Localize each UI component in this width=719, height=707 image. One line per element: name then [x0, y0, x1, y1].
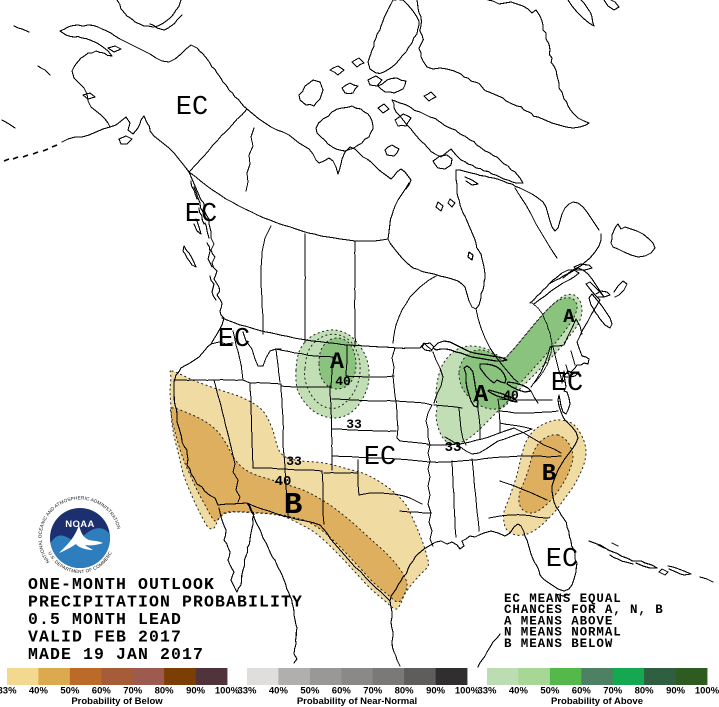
svg-text:EC: EC [185, 200, 217, 230]
svg-text:80%: 80% [395, 686, 415, 697]
svg-text:EC MEANS EQUAL: EC MEANS EQUAL [504, 592, 622, 606]
svg-text:50%: 50% [60, 686, 80, 697]
svg-text:A: A [474, 382, 489, 409]
svg-text:100%: 100% [695, 686, 719, 697]
svg-text:NOAA: NOAA [65, 519, 95, 530]
svg-text:A MEANS ABOVE: A MEANS ABOVE [504, 614, 613, 628]
svg-text:EC: EC [551, 369, 583, 399]
svg-text:A: A [330, 349, 344, 375]
svg-text:N MEANS NORMAL: N MEANS NORMAL [504, 626, 622, 640]
svg-text:Probability of Below: Probability of Below [71, 696, 163, 707]
svg-text:100%: 100% [455, 686, 480, 697]
svg-text:33%: 33% [477, 686, 497, 697]
svg-text:40%: 40% [509, 686, 529, 697]
svg-text:PRECIPITATION PROBABILITY: PRECIPITATION PROBABILITY [28, 593, 303, 612]
svg-text:70%: 70% [123, 686, 143, 697]
svg-text:ONE-MONTH OUTLOOK: ONE-MONTH OUTLOOK [28, 575, 215, 594]
svg-text:40: 40 [275, 474, 292, 490]
svg-text:B MEANS BELOW: B MEANS BELOW [504, 637, 613, 651]
svg-text:A: A [563, 306, 575, 328]
svg-text:40%: 40% [29, 686, 49, 697]
svg-text:MADE 19 JAN 2017: MADE 19 JAN 2017 [28, 645, 204, 664]
svg-text:EC: EC [364, 443, 396, 473]
svg-text:40: 40 [335, 374, 351, 389]
svg-text:60%: 60% [92, 686, 112, 697]
svg-text:EC: EC [546, 545, 578, 575]
svg-text:33: 33 [445, 440, 462, 456]
svg-text:33%: 33% [237, 686, 257, 697]
svg-text:60%: 60% [572, 686, 592, 697]
svg-text:90%: 90% [426, 686, 446, 697]
svg-text:80%: 80% [155, 686, 175, 697]
svg-text:40%: 40% [269, 686, 289, 697]
svg-text:50%: 50% [300, 686, 320, 697]
svg-text:B: B [284, 488, 303, 523]
svg-text:70%: 70% [603, 686, 623, 697]
svg-text:B: B [542, 461, 556, 488]
svg-text:50%: 50% [540, 686, 560, 697]
svg-text:Probability of Above: Probability of Above [551, 696, 643, 707]
svg-text:90%: 90% [666, 686, 686, 697]
svg-text:70%: 70% [363, 686, 383, 697]
svg-text:33: 33 [286, 454, 302, 469]
svg-text:CHANCES FOR A, N, B: CHANCES FOR A, N, B [504, 603, 664, 617]
svg-text:60%: 60% [332, 686, 352, 697]
svg-text:EC: EC [218, 325, 250, 355]
svg-text:90%: 90% [186, 686, 206, 697]
svg-text:VALID FEB 2017: VALID FEB 2017 [28, 628, 182, 647]
svg-text:Probability of Near-Normal: Probability of Near-Normal [297, 696, 417, 707]
svg-text:33%: 33% [0, 686, 17, 697]
svg-text:EC: EC [176, 93, 208, 123]
svg-text:33: 33 [346, 417, 362, 432]
svg-text:100%: 100% [215, 686, 240, 697]
svg-text:80%: 80% [635, 686, 655, 697]
svg-text:40: 40 [503, 388, 519, 403]
svg-text:0.5 MONTH LEAD: 0.5 MONTH LEAD [28, 610, 182, 629]
